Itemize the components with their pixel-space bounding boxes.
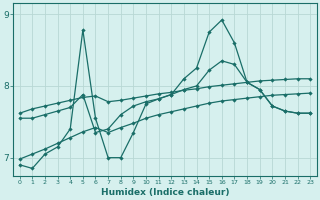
- X-axis label: Humidex (Indice chaleur): Humidex (Indice chaleur): [101, 188, 229, 197]
